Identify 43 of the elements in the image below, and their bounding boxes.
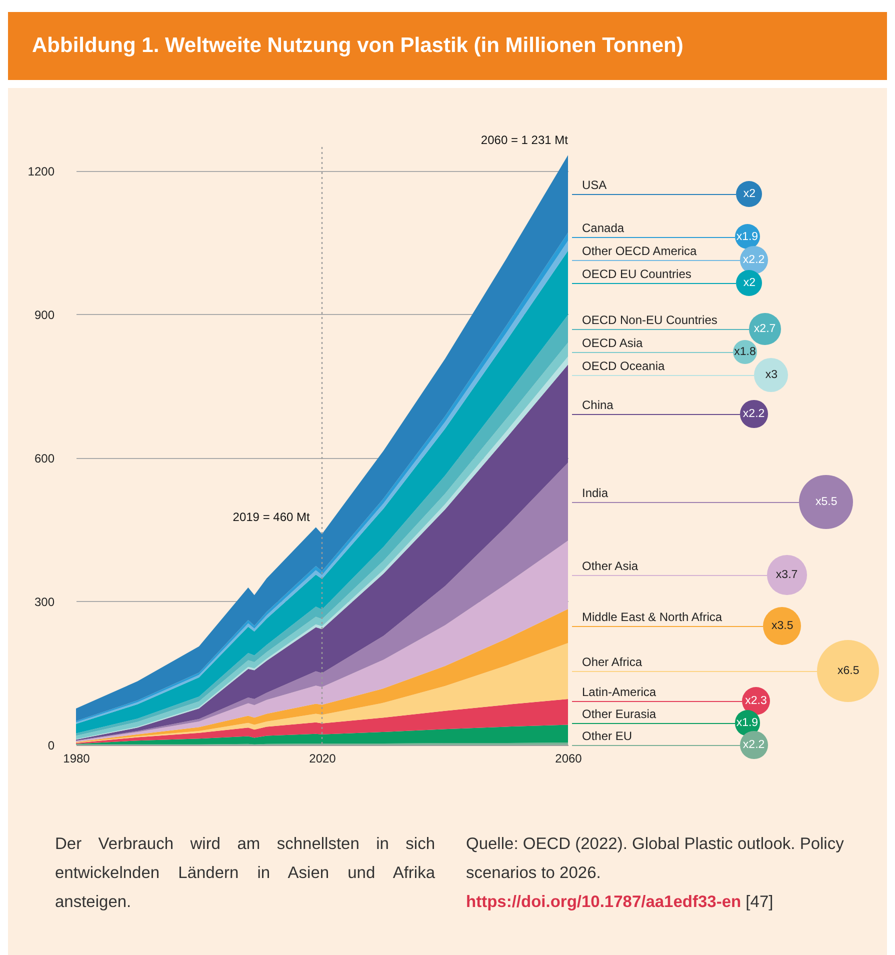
annotation: 2060 = 1 231 Mt bbox=[480, 133, 569, 148]
text: Der Verbrauch wird am schnellsten in sich entwickelnden Ländern in Asien und Afrika ansteigen. bbox=[55, 834, 435, 913]
text: x3 bbox=[754, 358, 788, 392]
annotation: 2019 = 460 Mt bbox=[232, 510, 311, 524]
series-label: China bbox=[582, 398, 614, 412]
text: x2 bbox=[736, 180, 762, 207]
series-label: Oher Africa bbox=[582, 655, 642, 670]
series-label: Latin-America bbox=[582, 685, 656, 699]
text: x2.2 bbox=[740, 731, 768, 759]
x-tick-label: 1980 bbox=[63, 752, 90, 766]
series-label: OECD Oceania bbox=[582, 358, 665, 373]
y-tick-label: 1200 bbox=[28, 164, 55, 179]
text: x3.7 bbox=[767, 555, 807, 595]
y-tick-label: 300 bbox=[34, 595, 55, 610]
text: x2 bbox=[736, 270, 762, 296]
series-label: OECD EU Countries bbox=[582, 266, 692, 281]
series-label: India bbox=[582, 486, 608, 500]
series-label: USA bbox=[582, 178, 607, 192]
y-tick-label: 600 bbox=[34, 452, 55, 466]
series-label: Canada bbox=[582, 220, 624, 235]
text: x1.8 bbox=[732, 340, 758, 364]
text: x2.3 bbox=[742, 686, 770, 716]
text: x3.5 bbox=[763, 607, 802, 646]
y-tick-label: 0 bbox=[48, 738, 55, 752]
chart-title: Abbildung 1. Weltweite Nutzung von Plastik (in Millionen Tonnen) bbox=[32, 34, 684, 58]
x-tick-label: 2020 bbox=[309, 752, 336, 766]
series-label: Other OECD America bbox=[582, 244, 697, 258]
text: x2.2 bbox=[740, 400, 768, 428]
x-tick-label: 2060 bbox=[555, 752, 582, 766]
y-tick-label: 900 bbox=[34, 308, 55, 322]
text: x2.2 bbox=[740, 246, 768, 274]
series-label: Other Eurasia bbox=[582, 707, 656, 721]
text: x6.5 bbox=[817, 640, 880, 702]
series-label: Middle East & North Africa bbox=[582, 610, 722, 624]
series-label: OECD Non-EU Countries bbox=[582, 312, 718, 327]
text: x1.9 bbox=[734, 224, 760, 250]
text: x5.5 bbox=[799, 474, 854, 529]
text: x1.9 bbox=[734, 710, 760, 736]
series-label: OECD Asia bbox=[582, 336, 643, 350]
series-label: Other EU bbox=[582, 729, 632, 743]
series-label: Other Asia bbox=[582, 558, 638, 573]
source-note: Quelle: OECD (2022). Global Plastic outlook. Policy scenarios to 2026. https://doi.org/10.1787/aa1edf33-en [47] bbox=[466, 834, 845, 913]
text: x2.7 bbox=[749, 313, 781, 345]
